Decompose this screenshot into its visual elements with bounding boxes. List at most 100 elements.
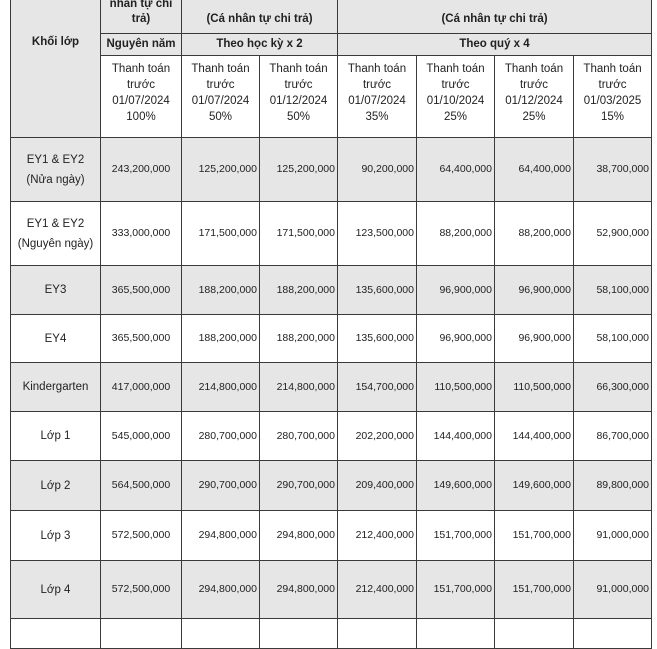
fee-table: Khối lớp nhân tự chi trả) (Cá nhân tự chi …	[10, 0, 653, 649]
fee-cell: 188,200,000	[259, 265, 338, 315]
table-row: EY1 & EY2 (Nguyên ngày) 333,000,000 171,500…	[10, 201, 653, 266]
header-cell: nhân tự chi trả)	[100, 0, 182, 34]
fee-cell: 333,000,000	[100, 201, 182, 266]
table-row: Nguyên năm Theo học kỳ x 2 Theo quý x 4	[11, 33, 653, 56]
fee-table-wrap: Khối lớp nhân tự chi trả) (Cá nhân tự chi …	[10, 0, 653, 649]
payment-date: 01/07/2024	[191, 95, 250, 107]
fee-cell: 151,700,000	[494, 510, 574, 561]
grade-cell: EY1 & EY2 (Nguyên ngày)	[10, 201, 101, 266]
payment-cell: Thanh toán trước 01/12/2024 50%	[259, 55, 338, 138]
payment-text: Thanh toán trước	[269, 63, 328, 91]
table-row: Khối lớp nhân tự chi trả) (Cá nhân tự chi …	[10, 0, 653, 138]
fee-cell: 88,200,000	[416, 201, 495, 266]
empty-cell	[337, 618, 417, 649]
fee-cell: 151,700,000	[416, 560, 495, 619]
fee-cell: 280,700,000	[181, 411, 260, 461]
fee-cell: 188,200,000	[181, 265, 260, 315]
payment-text: Thanh toán trước	[583, 63, 642, 91]
empty-cell	[572, 618, 653, 649]
payment-cell: Thanh toán trước 01/03/2025 15%	[572, 55, 653, 138]
fee-cell: 66,300,000	[572, 362, 653, 412]
payment-cell: Thanh toán trước 01/10/2024 25%	[416, 55, 495, 138]
fee-cell: 154,700,000	[337, 362, 417, 412]
fee-cell: 58,100,000	[572, 265, 653, 315]
payment-date: 01/07/2024	[112, 95, 170, 107]
fee-cell: 212,400,000	[337, 560, 417, 619]
fee-cell: 38,700,000	[572, 137, 653, 202]
fee-cell: 171,500,000	[259, 201, 338, 266]
empty-cell	[416, 618, 495, 649]
fee-cell: 572,500,000	[100, 560, 182, 619]
table-row: Lớp 4 572,500,000 294,800,000 294,800,000 21…	[10, 560, 653, 619]
fee-cell: 86,700,000	[572, 411, 653, 461]
grade-cell: Lớp 3	[10, 510, 101, 561]
fee-cell: 144,400,000	[494, 411, 574, 461]
grade-line: (Nguyên ngày)	[17, 237, 94, 250]
fee-cell: 64,400,000	[494, 137, 574, 202]
grade-cell: Lớp 2	[10, 460, 101, 511]
header-cell: Theo quý x 4	[336, 33, 653, 56]
payment-share: 35%	[365, 111, 389, 123]
fee-cell: 96,900,000	[494, 314, 574, 363]
table-row: EY1 & EY2 (Nửa ngày) 243,200,000 125,200,00…	[10, 137, 653, 202]
grade-line: Lớp 1	[40, 430, 71, 442]
fee-cell: 110,500,000	[416, 362, 495, 412]
fee-cell: 294,800,000	[181, 510, 260, 561]
payment-share: 50%	[286, 111, 311, 123]
fee-cell: 149,600,000	[416, 460, 495, 511]
payment-share: 15%	[601, 111, 625, 123]
fee-cell: 96,900,000	[494, 265, 574, 315]
payment-date: 01/12/2024	[269, 95, 328, 107]
fee-cell: 144,400,000	[416, 411, 495, 461]
fee-cell: 123,500,000	[337, 201, 417, 266]
fee-cell: 96,900,000	[416, 314, 495, 363]
table-row: Lớp 2 564,500,000 290,700,000 290,700,000 20…	[10, 460, 653, 511]
grade-line: Lớp 2	[40, 479, 71, 492]
empty-cell	[259, 618, 338, 649]
payment-text: Thanh toán trước	[347, 63, 407, 91]
payment-date: 01/03/2025	[583, 95, 642, 107]
fee-cell: 417,000,000	[100, 362, 182, 412]
grade-line: EY4	[44, 332, 67, 345]
fee-cell: 135,600,000	[337, 314, 417, 363]
fee-cell: 365,500,000	[100, 265, 182, 315]
fee-cell: 110,500,000	[494, 362, 574, 412]
grade-cell: EY3	[10, 265, 101, 315]
grade-line: Kindergarten	[22, 381, 89, 393]
fee-cell: 290,700,000	[259, 460, 338, 511]
fee-cell: 294,800,000	[181, 560, 260, 619]
empty-cell	[100, 618, 182, 649]
fee-cell: 212,400,000	[337, 510, 417, 561]
payment-text: Thanh toán trước	[191, 63, 250, 91]
grade-cell: Lớp 1	[10, 411, 101, 461]
fee-cell: 171,500,000	[181, 201, 260, 266]
payment-share: 25%	[522, 111, 546, 123]
header-cell: (Cá nhân tự chi trả)	[181, 0, 338, 34]
fee-cell: 151,700,000	[416, 510, 495, 561]
table-row	[10, 618, 653, 649]
grade-line: EY1 & EY2	[26, 217, 85, 230]
fee-cell: 151,700,000	[494, 560, 574, 619]
empty-cell	[10, 618, 101, 649]
fee-cell: 88,200,000	[494, 201, 574, 266]
fee-cell: 202,200,000	[337, 411, 417, 461]
header-cell: (Cá nhân tự chi trả)	[336, 0, 653, 34]
fee-cell: 188,200,000	[181, 314, 260, 363]
grade-cell: Kindergarten	[10, 362, 101, 412]
fee-cell: 545,000,000	[100, 411, 182, 461]
fee-cell: 243,200,000	[100, 137, 182, 202]
fee-cell: 64,400,000	[416, 137, 495, 202]
payment-cell: Thanh toán trước 01/07/2024 35%	[337, 55, 417, 138]
fee-cell: 365,500,000	[100, 314, 182, 363]
fee-cell: 214,800,000	[259, 362, 338, 412]
fee-cell: 214,800,000	[181, 362, 260, 412]
page: Khối lớp nhân tự chi trả) (Cá nhân tự chi …	[10, 0, 653, 649]
fee-cell: 564,500,000	[100, 460, 182, 511]
fee-cell: 149,600,000	[494, 460, 574, 511]
grade-line: EY3	[44, 284, 67, 296]
grade-line: (Nửa ngày)	[26, 173, 85, 186]
grade-cell: EY1 & EY2 (Nửa ngày)	[10, 137, 101, 202]
fee-cell: 209,400,000	[337, 460, 417, 511]
table-row: Lớp 1 545,000,000 280,700,000 280,700,000 20…	[10, 411, 653, 461]
header-cell: Nguyên năm	[100, 33, 182, 56]
